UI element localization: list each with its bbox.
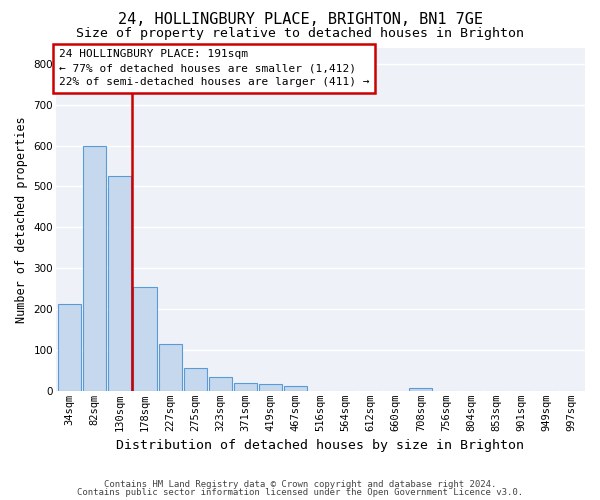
Bar bbox=[234, 382, 257, 391]
Bar bbox=[259, 384, 282, 391]
Y-axis label: Number of detached properties: Number of detached properties bbox=[15, 116, 28, 322]
Bar bbox=[133, 286, 157, 391]
Bar bbox=[184, 368, 206, 391]
Bar bbox=[284, 386, 307, 391]
Text: 24, HOLLINGBURY PLACE, BRIGHTON, BN1 7GE: 24, HOLLINGBURY PLACE, BRIGHTON, BN1 7GE bbox=[118, 12, 482, 28]
Bar bbox=[209, 378, 232, 391]
Text: Size of property relative to detached houses in Brighton: Size of property relative to detached ho… bbox=[76, 28, 524, 40]
Bar bbox=[158, 344, 182, 391]
Text: 24 HOLLINGBURY PLACE: 191sqm
← 77% of detached houses are smaller (1,412)
22% of: 24 HOLLINGBURY PLACE: 191sqm ← 77% of de… bbox=[59, 49, 369, 87]
Bar bbox=[109, 176, 131, 391]
Bar bbox=[409, 388, 433, 391]
Text: Contains HM Land Registry data © Crown copyright and database right 2024.: Contains HM Land Registry data © Crown c… bbox=[104, 480, 496, 489]
X-axis label: Distribution of detached houses by size in Brighton: Distribution of detached houses by size … bbox=[116, 440, 524, 452]
Bar bbox=[83, 146, 106, 391]
Bar bbox=[58, 304, 81, 391]
Text: Contains public sector information licensed under the Open Government Licence v3: Contains public sector information licen… bbox=[77, 488, 523, 497]
